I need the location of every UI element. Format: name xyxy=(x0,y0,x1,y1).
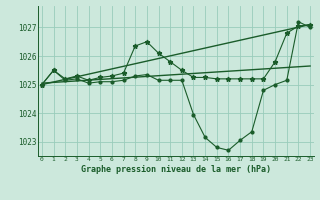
X-axis label: Graphe pression niveau de la mer (hPa): Graphe pression niveau de la mer (hPa) xyxy=(81,165,271,174)
